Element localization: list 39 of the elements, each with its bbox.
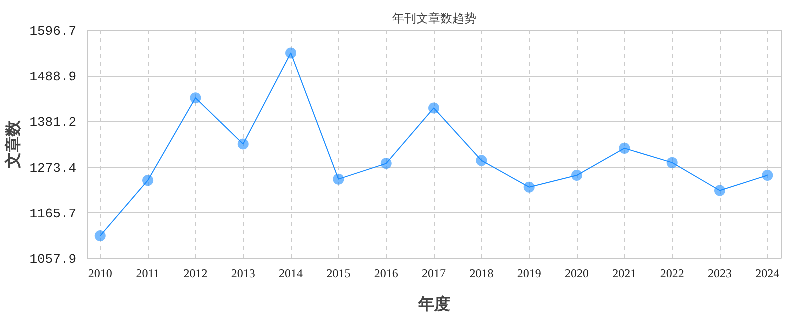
x-tick-label: 2018 [470,266,494,280]
y-tick-label: 1057.9 [30,252,77,267]
y-tick-label: 1381.2 [30,115,77,130]
point [190,92,202,104]
x-tick-label: 2012 [184,266,208,280]
point [714,185,726,196]
x-tick-label: 2016 [374,266,398,280]
x-tick-label: 2015 [326,266,351,280]
point [142,175,154,186]
y-tick-label: 1488.9 [30,70,77,85]
point [619,142,630,154]
x-axis-title: 年度 [418,294,450,314]
point [572,170,583,182]
point [94,230,106,242]
x-tick-label: 2010 [88,266,112,280]
point [380,158,392,170]
x-tick-label: 2022 [660,266,684,280]
x-tick-label: 2024 [756,266,780,280]
point [762,170,774,182]
point [333,174,344,185]
x-tick-label: 2013 [231,266,256,280]
y-tick-label: 1273.4 [30,160,77,176]
x-tick-label: 2021 [612,266,637,280]
chart-title: 年刊文章数趋势 [392,12,476,26]
point [428,102,440,114]
x-tick-label: 2019 [517,266,542,280]
x-tick-label: 2020 [565,266,590,280]
y-tick-label: 1596.7 [30,24,77,39]
point [238,138,249,150]
x-tick-label: 2014 [279,266,304,280]
y-axis-title: 文章数 [4,120,23,170]
x-tick-label: 2017 [422,266,446,280]
x-tick-label: 2023 [708,266,732,280]
x-tick-label: 2011 [136,266,160,280]
y-tick-label: 1165.7 [30,206,77,222]
point [666,157,678,168]
point [524,182,535,193]
point [476,155,488,166]
point [286,48,297,59]
